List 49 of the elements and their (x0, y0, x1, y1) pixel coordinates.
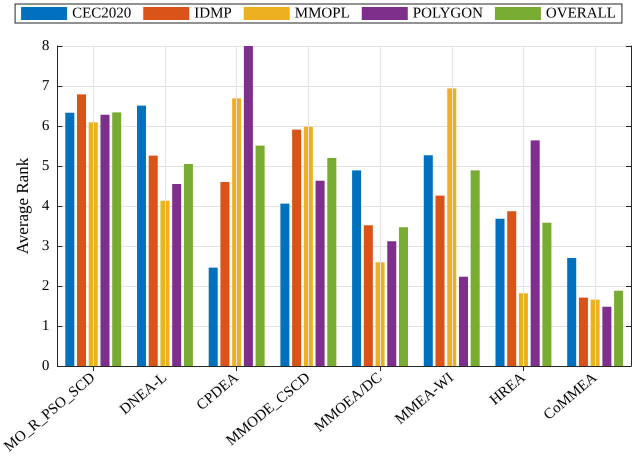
bar (364, 225, 373, 366)
bar (256, 146, 265, 366)
bar (244, 46, 253, 366)
bar (136, 106, 146, 366)
y-tick-label: 4 (42, 198, 50, 214)
legend-label: IDMP (194, 6, 232, 22)
bar (602, 306, 612, 366)
bar (316, 180, 325, 366)
bar (100, 114, 110, 366)
legend-label: OVERALL (546, 6, 616, 22)
legend-label: CEC2020 (72, 6, 132, 22)
y-tick-label: 1 (42, 318, 50, 334)
bar (387, 241, 396, 366)
bar (220, 182, 230, 366)
legend-label: POLYGON (412, 6, 484, 22)
y-tick-label: 3 (42, 238, 50, 254)
bar (567, 258, 576, 366)
bar (112, 112, 122, 366)
bar (542, 222, 552, 366)
bar (530, 140, 540, 366)
bar (458, 276, 468, 366)
y-tick-label: 6 (42, 118, 50, 134)
bar (148, 156, 158, 366)
legend-label: MMOPL (294, 6, 350, 22)
bar (614, 290, 624, 366)
y-tick-label: 0 (42, 358, 50, 374)
bar (447, 88, 456, 366)
bar (77, 94, 86, 366)
bar (208, 268, 218, 366)
bar (495, 218, 505, 366)
bar (172, 184, 182, 366)
bar (184, 164, 193, 366)
bar (352, 170, 362, 366)
bar (88, 122, 98, 366)
bar (436, 196, 445, 366)
y-tick-label: 8 (42, 38, 50, 54)
bar (65, 112, 74, 366)
bar (327, 158, 336, 366)
bar (292, 130, 302, 366)
y-tick-label: 2 (42, 278, 50, 294)
bar (470, 170, 480, 366)
y-tick-label: 7 (42, 78, 50, 94)
bar (424, 155, 433, 366)
y-axis-title: Average Rank (13, 157, 32, 254)
y-tick-label: 5 (42, 158, 50, 174)
bar (398, 227, 408, 366)
bar (507, 211, 516, 366)
bar (280, 204, 290, 366)
bar (578, 298, 588, 366)
